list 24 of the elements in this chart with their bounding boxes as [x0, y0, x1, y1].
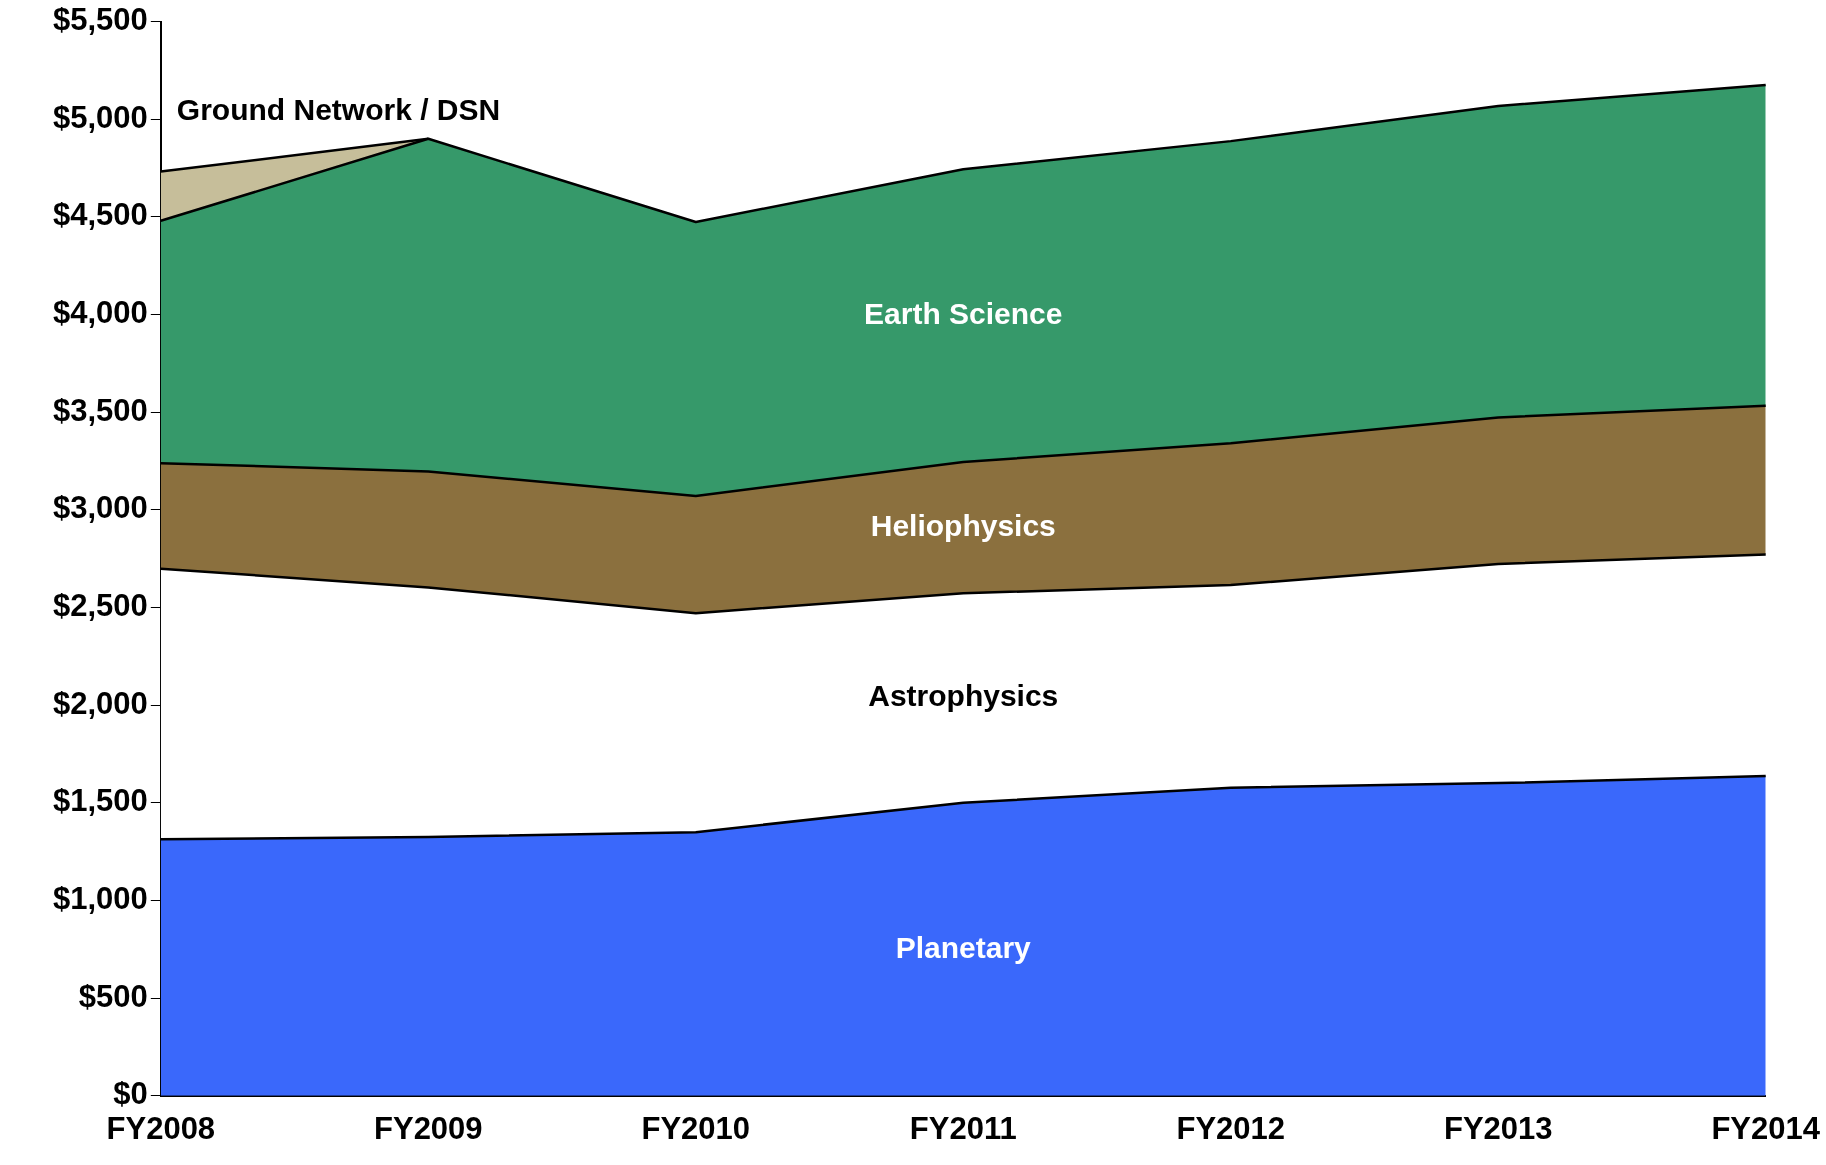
x-tick-label: FY2009: [374, 1110, 483, 1146]
series-label: Heliophysics: [870, 508, 1056, 542]
y-tick-label: $2,500: [52, 588, 148, 624]
x-tick-label: FY2008: [106, 1110, 216, 1146]
y-tick-label: $4,500: [52, 197, 148, 233]
x-tick-label: FY2011: [909, 1110, 1017, 1146]
y-tick-label: $2,000: [52, 685, 148, 721]
x-tick-label: FY2010: [641, 1110, 751, 1146]
y-tick-label: $3,000: [52, 490, 148, 526]
x-tick-label: FY2013: [1443, 1110, 1553, 1146]
series-label: Ground Network / DSN: [176, 92, 501, 126]
y-tick-label: $3,500: [52, 392, 148, 428]
y-tick-label: $500: [78, 978, 148, 1014]
y-tick-label: $0: [113, 1076, 148, 1112]
x-tick-label: FY2014: [1711, 1110, 1821, 1146]
series-label: Astrophysics: [868, 679, 1059, 713]
series-label: Earth Science: [864, 296, 1063, 330]
y-tick-label: $5,000: [52, 99, 148, 135]
y-tick-label: $5,500: [52, 2, 148, 38]
y-tick-label: $1,500: [52, 783, 148, 819]
y-tick-label: $1,000: [52, 881, 148, 917]
x-tick-label: FY2012: [1176, 1110, 1286, 1146]
series-label: Planetary: [895, 930, 1032, 964]
y-tick-label: $4,000: [52, 295, 148, 331]
